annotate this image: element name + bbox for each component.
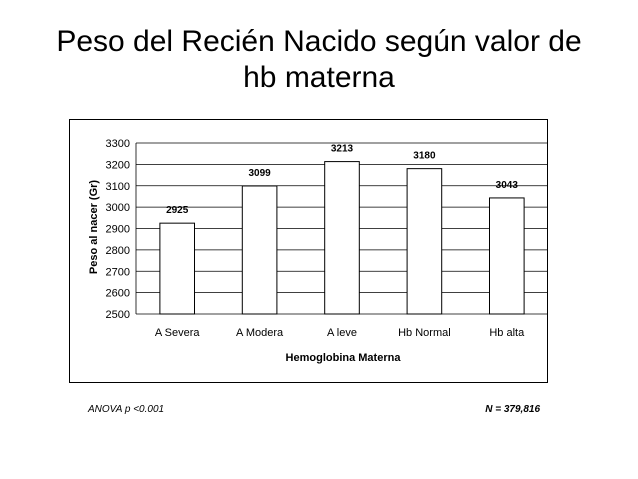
y-tick-label-0: 2500 xyxy=(106,309,130,321)
y-tick-label-8: 3300 xyxy=(106,138,130,150)
y-tick-label-3: 2800 xyxy=(106,245,130,257)
y-tick-label-1: 2600 xyxy=(106,288,130,300)
x-tick-label-0: A Severa xyxy=(155,327,201,339)
x-tick-label-2: A leve xyxy=(327,327,357,339)
bar-1 xyxy=(241,185,278,315)
y-tick-label-4: 2900 xyxy=(106,224,130,236)
y-tick-label-6: 3100 xyxy=(106,181,130,193)
data-label-4: 3043 xyxy=(496,180,519,191)
slide-title-line1: Peso del Recién Nacido según valor de xyxy=(56,25,582,58)
bar-0 xyxy=(159,222,196,315)
chart-frame xyxy=(69,119,548,383)
y-tick-label-2: 2700 xyxy=(106,266,130,278)
y-axis-label: Peso al nacer (Gr) xyxy=(88,180,100,274)
data-labels: 2925 3099 3213 3180 3043 xyxy=(166,144,518,217)
bar-4 xyxy=(488,197,525,315)
y-tick-label-5: 3000 xyxy=(106,202,130,214)
slide-title: Peso del Recién Nacido según valor de hb… xyxy=(20,24,618,96)
bar-3 xyxy=(406,168,443,315)
y-tick-label-7: 3200 xyxy=(106,159,130,171)
data-label-0: 2925 xyxy=(166,205,189,216)
data-label-2: 3213 xyxy=(331,144,354,155)
sample-size-footnote: N = 379,816 xyxy=(485,404,540,415)
x-tick-label-3: Hb Normal xyxy=(398,327,451,339)
x-tick-label-4: Hb alta xyxy=(489,327,525,339)
bar-2 xyxy=(324,161,360,315)
x-tick-labels: A Severa A Modera A leve Hb Normal Hb alta xyxy=(155,327,525,339)
anova-footnote: ANOVA p <0.001 xyxy=(88,404,165,415)
bars xyxy=(159,161,525,315)
x-axis-label: Hemoglobina Materna xyxy=(286,352,402,364)
x-tick-label-1: A Modera xyxy=(236,327,284,339)
slide-title-line2: hb materna xyxy=(243,61,395,94)
data-label-1: 3099 xyxy=(248,168,271,179)
y-tick-labels: 2500 2600 2700 2800 2900 3000 3100 3200 3300 xyxy=(106,138,130,321)
data-label-3: 3180 xyxy=(413,151,436,162)
